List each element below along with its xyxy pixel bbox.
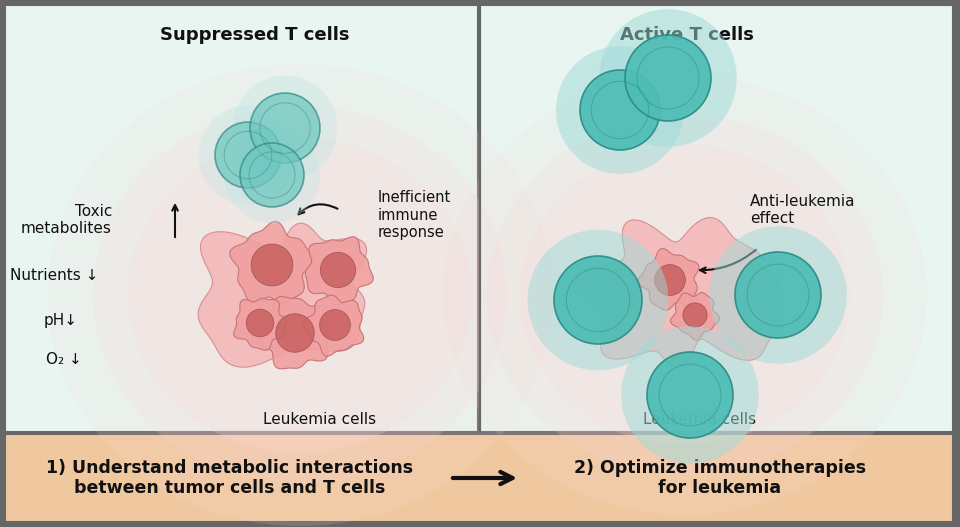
Text: Active T cells: Active T cells	[620, 26, 754, 44]
Circle shape	[276, 314, 314, 352]
Circle shape	[580, 70, 660, 150]
Polygon shape	[670, 292, 720, 340]
Circle shape	[232, 75, 338, 181]
Circle shape	[215, 122, 281, 188]
Circle shape	[647, 352, 733, 438]
Polygon shape	[198, 223, 367, 367]
Circle shape	[250, 93, 320, 163]
Text: Anti-leukemia
effect: Anti-leukemia effect	[750, 194, 855, 226]
Text: 2) Optimize immunotherapies
for leukemia: 2) Optimize immunotherapies for leukemia	[574, 458, 866, 497]
Circle shape	[528, 230, 668, 370]
Bar	[5, 5, 478, 432]
Polygon shape	[305, 237, 373, 305]
Circle shape	[735, 252, 821, 338]
Circle shape	[683, 303, 708, 327]
Circle shape	[655, 265, 685, 296]
Bar	[5, 434, 953, 522]
Circle shape	[224, 127, 320, 223]
Text: Suppressed T cells: Suppressed T cells	[160, 26, 349, 44]
Circle shape	[240, 143, 304, 207]
Ellipse shape	[487, 115, 883, 475]
Ellipse shape	[443, 75, 927, 515]
Circle shape	[625, 35, 711, 121]
Circle shape	[554, 256, 642, 344]
Circle shape	[709, 226, 847, 364]
Bar	[480, 5, 953, 432]
Circle shape	[321, 252, 355, 288]
Text: Nutrients ↓: Nutrients ↓	[10, 268, 98, 282]
Ellipse shape	[93, 106, 507, 484]
Ellipse shape	[128, 138, 472, 453]
Text: Leukemia cells: Leukemia cells	[643, 413, 756, 427]
Polygon shape	[229, 221, 314, 304]
Circle shape	[252, 244, 293, 286]
Polygon shape	[638, 249, 699, 310]
Polygon shape	[258, 297, 328, 369]
Polygon shape	[576, 218, 782, 367]
Circle shape	[199, 105, 298, 204]
Polygon shape	[303, 295, 364, 356]
Text: pH↓: pH↓	[44, 313, 78, 327]
Text: Leukemia cells: Leukemia cells	[263, 413, 376, 427]
Ellipse shape	[47, 64, 553, 526]
Text: Toxic
metabolites: Toxic metabolites	[21, 204, 112, 236]
Circle shape	[320, 309, 350, 340]
Text: O₂ ↓: O₂ ↓	[46, 353, 82, 367]
Circle shape	[247, 309, 274, 337]
Circle shape	[599, 9, 737, 147]
Circle shape	[556, 46, 684, 174]
Circle shape	[621, 326, 758, 464]
Ellipse shape	[520, 145, 850, 445]
Polygon shape	[233, 298, 286, 350]
Text: 1) Understand metabolic interactions
between tumor cells and T cells: 1) Understand metabolic interactions bet…	[46, 458, 414, 497]
Text: Inefficient
immune
response: Inefficient immune response	[378, 190, 451, 240]
